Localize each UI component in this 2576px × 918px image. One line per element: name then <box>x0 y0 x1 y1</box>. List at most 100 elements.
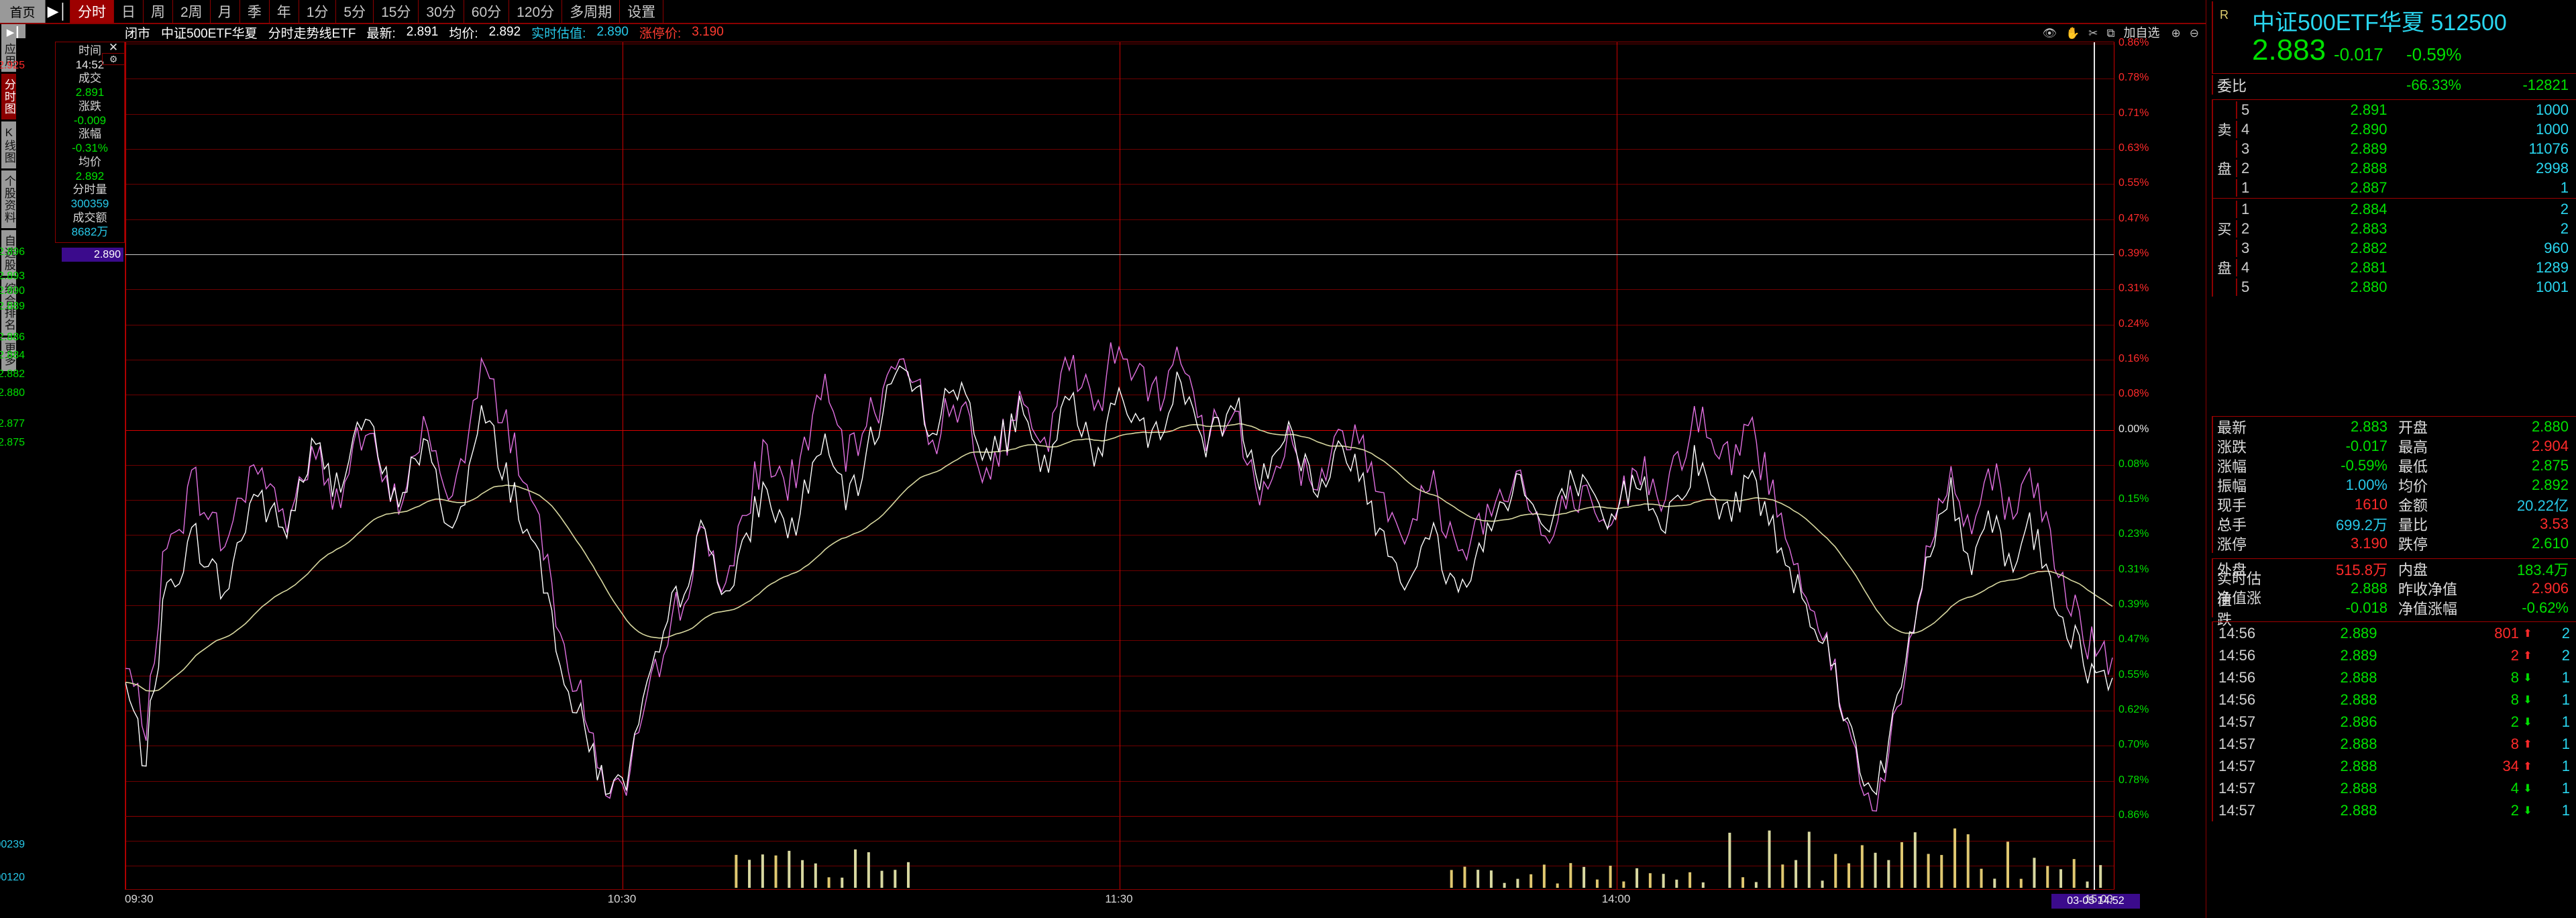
tick-volume: 2 <box>2510 646 2519 664</box>
data-panel-rows: 时间 14:52 成交 2.891 涨跌 -0.009 涨幅 -0.31% 均价 2.892 分时量… <box>56 44 124 239</box>
ratio-value: -66.33% <box>2406 76 2461 93</box>
tick-time: 14:57 <box>2218 757 2256 774</box>
ratio-diff: -12821 <box>2522 76 2569 93</box>
order-book-row-bid-0[interactable]: 1 2.884 2 <box>2213 199 2576 219</box>
tick-count: 1 <box>2561 691 2570 708</box>
quote-stat-value-a-5: 699.2万 <box>2335 516 2387 533</box>
y-label-right-10: 0.08% <box>2118 388 2149 400</box>
tick-list[interactable]: 14:56 2.889 801 ⬆ 2 14:56 2.889 2 ⬆ 2 14:56 2.888 8 ⬇… <box>2212 621 2576 821</box>
limitup-label: 涨停价: <box>639 26 682 41</box>
period-tab-3[interactable]: 2周 <box>173 0 211 23</box>
period-tab-2[interactable]: 周 <box>144 0 173 23</box>
period-tab-7[interactable]: 1分 <box>299 0 337 23</box>
price-plot[interactable] <box>125 42 2114 890</box>
data-panel-value-4: 2.892 <box>75 169 105 183</box>
zoom-out-icon[interactable]: ⊖ <box>2189 26 2199 40</box>
book-volume: 1 <box>2560 178 2569 196</box>
order-book-row-ask-3[interactable]: 盘 2 2.888 2998 <box>2213 158 2576 178</box>
sidebar-item-2[interactable]: K线图 <box>1 121 16 168</box>
hand-icon[interactable]: ✋ <box>2065 26 2080 40</box>
tick-row-8[interactable]: 14:57 2.888 2 ⬇ 1 <box>2213 799 2576 821</box>
tick-row-4[interactable]: 14:57 2.886 2 ⬇ 1 <box>2213 711 2576 733</box>
sidebar-item-1[interactable]: 分时图 <box>1 74 16 119</box>
period-tab-4[interactable]: 月 <box>210 0 240 23</box>
tick-row-2[interactable]: 14:56 2.888 8 ⬇ 1 <box>2213 666 2576 688</box>
close-icon[interactable]: ✕ <box>108 41 119 54</box>
period-tab-5[interactable]: 季 <box>239 0 270 23</box>
sidebar-item-5[interactable]: 综合排名 <box>1 278 16 336</box>
step-forward-icon[interactable]: ▶│ <box>46 0 70 23</box>
sidebar-item-4[interactable]: 自选股 <box>1 230 16 276</box>
period-tab-6[interactable]: 年 <box>269 0 299 23</box>
tick-row-3[interactable]: 14:56 2.888 8 ⬇ 1 <box>2213 688 2576 711</box>
quote-stat-value-b-4: 20.22亿 <box>2516 497 2569 514</box>
order-book-row-bid-1[interactable]: 买 2 2.883 2 <box>2213 219 2576 238</box>
quote-stat-label-b-6: 跌停 <box>2398 536 2428 553</box>
book-level-index: 3 <box>2236 239 2261 257</box>
quote-stat-value-b-0: 2.880 <box>2531 417 2569 435</box>
period-tab-10[interactable]: 30分 <box>419 0 464 23</box>
pin-icon[interactable]: ⧉ <box>2106 26 2115 40</box>
tick-count: 1 <box>2561 713 2570 730</box>
quote-stat2-label-b-2: 净值涨幅 <box>2398 600 2458 617</box>
tick-row-1[interactable]: 14:56 2.889 2 ⬆ 2 <box>2213 644 2576 666</box>
quote-stat-value-a-0: 2.883 <box>2350 417 2387 435</box>
order-book-row-ask-0[interactable]: 5 2.891 1000 <box>2213 100 2576 119</box>
eye-icon[interactable]: 👁 <box>2042 26 2057 40</box>
y-label-right-11: 0.00% <box>2118 423 2149 435</box>
sidebar-item-6[interactable]: 更多 <box>1 338 16 371</box>
tick-price: 2.888 <box>2340 779 2377 797</box>
order-book-row-ask-1[interactable]: 卖 4 2.890 1000 <box>2213 119 2576 139</box>
left-sidebar: ▶┃ 应用分时图 K线图个股资料自选股综合排名更多 <box>0 24 27 918</box>
period-tabs: 分时日周 2周月季年 1分 5分 15分 30分 60分 120分 多周期 设置 <box>70 0 664 23</box>
tick-time: 14:57 <box>2218 779 2256 797</box>
order-book-row-bid-3[interactable]: 盘 4 2.881 1289 <box>2213 258 2576 277</box>
book-level-index: 3 <box>2236 140 2261 158</box>
period-tab-8[interactable]: 5分 <box>336 0 374 23</box>
period-tab-0[interactable]: 分时 <box>70 0 114 23</box>
gear-icon[interactable]: ⚙ <box>102 53 125 65</box>
book-volume: 2998 <box>2536 159 2569 176</box>
tick-row-7[interactable]: 14:57 2.888 4 ⬇ 1 <box>2213 777 2576 799</box>
quote-stat-value-a-6: 3.190 <box>2350 534 2387 552</box>
period-tab-1[interactable]: 日 <box>114 0 144 23</box>
tick-price: 2.888 <box>2340 691 2377 708</box>
order-book-row-bid-2[interactable]: 3 2.882 960 <box>2213 238 2576 258</box>
data-panel-key-3: 涨幅 <box>78 128 101 141</box>
estimate-value: 2.890 <box>596 25 629 39</box>
quote-stat-label-a-6: 涨停 <box>2217 536 2247 553</box>
play-to-end-icon[interactable]: ▶┃ <box>1 24 25 38</box>
y-label-right-6: 0.39% <box>2118 247 2149 259</box>
zoom-in-icon[interactable]: ⊕ <box>2171 26 2181 40</box>
x-tick-1: 10:30 <box>607 892 637 905</box>
scissors-icon[interactable]: ✂ <box>2088 26 2098 40</box>
period-tab-9[interactable]: 15分 <box>374 0 419 23</box>
period-tab-13[interactable]: 多周期 <box>562 0 621 23</box>
quote-stat-value-a-3: 1.00% <box>2345 476 2387 493</box>
sidebar-item-3[interactable]: 个股资料 <box>1 170 16 228</box>
book-price: 2.888 <box>2350 159 2387 176</box>
y-label-right-4: 0.55% <box>2118 177 2149 189</box>
tick-time: 14:56 <box>2218 691 2256 708</box>
order-book-divider <box>2213 198 2576 199</box>
book-price: 2.880 <box>2350 278 2387 295</box>
tick-price: 2.889 <box>2340 646 2377 664</box>
order-book[interactable]: 5 2.891 1000 卖 4 2.890 1000 3 2.889 11076 盘 2 2.888 2… <box>2212 99 2576 297</box>
top-toolbar: 首页 ▶│ 分时日周 2周月季年 1分 5分 15分 30分 60分 120分 多周期 设置 <box>0 0 2576 24</box>
period-tab-11[interactable]: 60分 <box>464 0 510 23</box>
home-button[interactable]: 首页 <box>0 0 46 23</box>
book-price: 2.890 <box>2350 120 2387 138</box>
sidebar-item-0[interactable]: 应用 <box>1 38 16 72</box>
order-book-row-ask-2[interactable]: 3 2.889 11076 <box>2213 139 2576 158</box>
order-book-row-ask-4[interactable]: 1 2.887 1 <box>2213 178 2576 197</box>
y-label-right-7: 0.31% <box>2118 283 2149 295</box>
tick-row-0[interactable]: 14:56 2.889 801 ⬆ 2 <box>2213 622 2576 644</box>
y-label-left-4: 2.889 <box>0 301 25 312</box>
tick-row-5[interactable]: 14:57 2.888 8 ⬆ 1 <box>2213 733 2576 755</box>
add-watchlist-button[interactable]: 加自选 <box>2123 26 2160 40</box>
period-tab-14[interactable]: 设置 <box>620 0 664 23</box>
period-tab-12[interactable]: 120分 <box>509 0 563 23</box>
y-label-right-9: 0.16% <box>2118 352 2149 364</box>
tick-row-6[interactable]: 14:57 2.888 34 ⬆ 1 <box>2213 755 2576 777</box>
order-book-row-bid-4[interactable]: 5 2.880 1001 <box>2213 277 2576 297</box>
